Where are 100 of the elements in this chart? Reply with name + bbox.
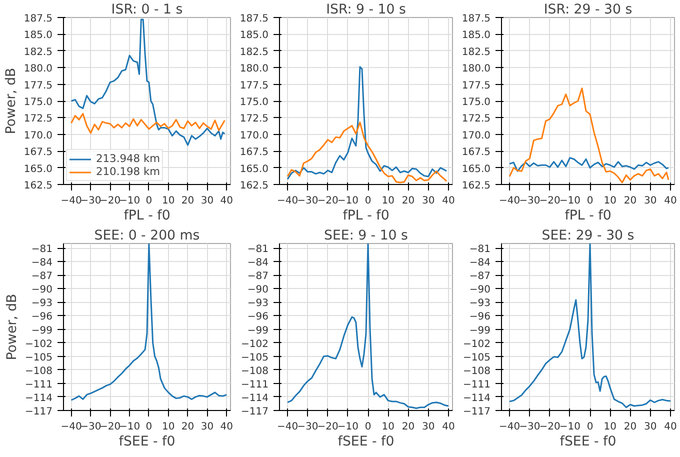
y-tick-label: −81 — [247, 244, 269, 256]
y-tick-label: 187.5 — [462, 14, 491, 24]
y-tick-label: −84 — [469, 258, 491, 269]
x-tick-label: 0 — [146, 422, 152, 432]
x-tick-label: −20 — [100, 196, 121, 206]
x-tick-label: 10 — [382, 422, 394, 432]
y-tick-label: −93 — [247, 298, 269, 310]
x-axis-title: fSEE - f0 — [560, 434, 616, 450]
x-tick-label: −30 — [297, 196, 318, 206]
x-tick-label: 20 — [181, 196, 194, 206]
x-tick-label: 20 — [402, 196, 415, 206]
x-axis-title: fSEE - f0 — [118, 434, 176, 450]
y-tick-label: 180.0 — [24, 64, 53, 75]
x-tick-label: 40 — [220, 196, 233, 206]
x-tick-label: 30 — [422, 196, 435, 206]
x-tick-label: −20 — [100, 422, 121, 432]
x-tick-label: 40 — [442, 196, 455, 206]
y-tick-label: −96 — [247, 312, 269, 323]
y-tick-label: −84 — [31, 258, 53, 269]
x-tick-label: 30 — [200, 422, 214, 432]
y-tick-label: 167.5 — [24, 147, 53, 158]
x-axis-title: fPL - f0 — [124, 208, 170, 224]
y-tick-label: −87 — [469, 271, 491, 282]
y-tick-label: −99 — [469, 325, 491, 336]
y-tick-label: −102 — [25, 338, 53, 350]
y-tick-label: 177.5 — [462, 80, 491, 92]
x-tick-label: 0 — [364, 422, 372, 432]
y-tick-label: 165.0 — [462, 164, 491, 175]
x-tick-label: −40 — [498, 422, 520, 432]
legend-label: 210.198 km — [96, 165, 160, 178]
y-tick-label: −114 — [241, 392, 269, 404]
y-tick-label: −99 — [31, 325, 53, 336]
x-tick-label: −10 — [337, 196, 358, 206]
y-tick-label: 175.0 — [24, 97, 53, 108]
y-tick-label: −84 — [247, 258, 269, 269]
x-tick-label: −10 — [337, 422, 358, 432]
x-tick-label: 20 — [181, 422, 194, 432]
x-tick-label: 10 — [382, 196, 394, 206]
y-tick-label: −87 — [31, 271, 53, 282]
y-tick-label: 162.5 — [462, 180, 491, 192]
y-tick-label: 165.0 — [24, 164, 53, 175]
y-tick-label: −102 — [241, 338, 269, 350]
x-tick-label: 20 — [624, 422, 637, 432]
x-tick-label: 10 — [604, 422, 616, 432]
chart-title: SEE: 29 - 30 s — [542, 228, 634, 244]
y-tick-label: 165.0 — [240, 164, 269, 175]
y-tick-label: 177.5 — [24, 80, 53, 92]
y-tick-label: 185.0 — [240, 30, 269, 42]
x-tick-label: 20 — [624, 196, 637, 206]
y-tick-label: −108 — [463, 366, 491, 377]
y-tick-label: 182.5 — [462, 46, 491, 58]
y-tick-label: 170.0 — [462, 130, 491, 142]
x-tick-label: −20 — [539, 196, 560, 206]
x-tick-label: 30 — [200, 196, 214, 206]
x-tick-label: 40 — [664, 422, 677, 432]
y-tick-label: 187.5 — [24, 14, 53, 24]
y-tick-label: 182.5 — [24, 46, 53, 58]
x-axis-title: fPL - f0 — [564, 208, 612, 224]
y-tick-label: −96 — [31, 312, 53, 323]
y-tick-label: −117 — [25, 406, 53, 418]
y-tick-label: −108 — [25, 366, 53, 377]
x-tick-label: −10 — [118, 422, 140, 432]
y-tick-label: 180.0 — [462, 64, 491, 75]
x-tick-label: −10 — [559, 422, 580, 432]
y-tick-label: 182.5 — [240, 46, 269, 58]
legend-label: 213.948 km — [96, 152, 160, 165]
y-axis-title: Power, dB — [5, 294, 20, 360]
x-tick-label: −30 — [80, 196, 102, 206]
x-tick-label: −40 — [60, 196, 82, 206]
y-tick-label: 187.5 — [240, 14, 269, 24]
x-tick-label: −40 — [276, 422, 298, 432]
x-tick-label: 10 — [604, 196, 616, 206]
x-tick-label: 30 — [644, 196, 657, 206]
x-tick-label: −40 — [498, 196, 520, 206]
y-tick-label: −108 — [241, 366, 269, 377]
y-tick-label: 172.5 — [462, 114, 491, 125]
y-tick-label: 177.5 — [240, 80, 269, 92]
y-tick-label: 162.5 — [240, 180, 269, 192]
y-tick-label: 185.0 — [462, 30, 491, 42]
y-tick-label: 162.5 — [24, 180, 53, 192]
y-tick-label: −117 — [463, 406, 491, 418]
x-tick-label: −30 — [519, 422, 540, 432]
x-tick-label: −10 — [118, 196, 140, 206]
y-tick-label: −90 — [469, 284, 491, 296]
y-tick-label: −99 — [247, 325, 269, 336]
y-tick-label: −105 — [241, 352, 269, 364]
x-tick-label: −30 — [80, 422, 102, 432]
y-tick-label: −105 — [463, 352, 491, 364]
chart-title: ISR: 9 - 10 s — [326, 2, 406, 18]
y-tick-label: 172.5 — [24, 114, 53, 125]
y-tick-label: 170.0 — [24, 130, 53, 142]
chart-title: ISR: 0 - 1 s — [111, 2, 183, 18]
y-tick-label: 180.0 — [240, 64, 269, 75]
x-tick-label: 40 — [442, 422, 455, 432]
x-tick-label: −30 — [297, 422, 318, 432]
y-tick-label: 167.5 — [462, 147, 491, 158]
x-tick-label: 40 — [664, 196, 677, 206]
x-tick-label: 30 — [644, 422, 657, 432]
x-axis-title: fSEE - f0 — [338, 434, 394, 450]
x-tick-label: 0 — [146, 196, 152, 206]
